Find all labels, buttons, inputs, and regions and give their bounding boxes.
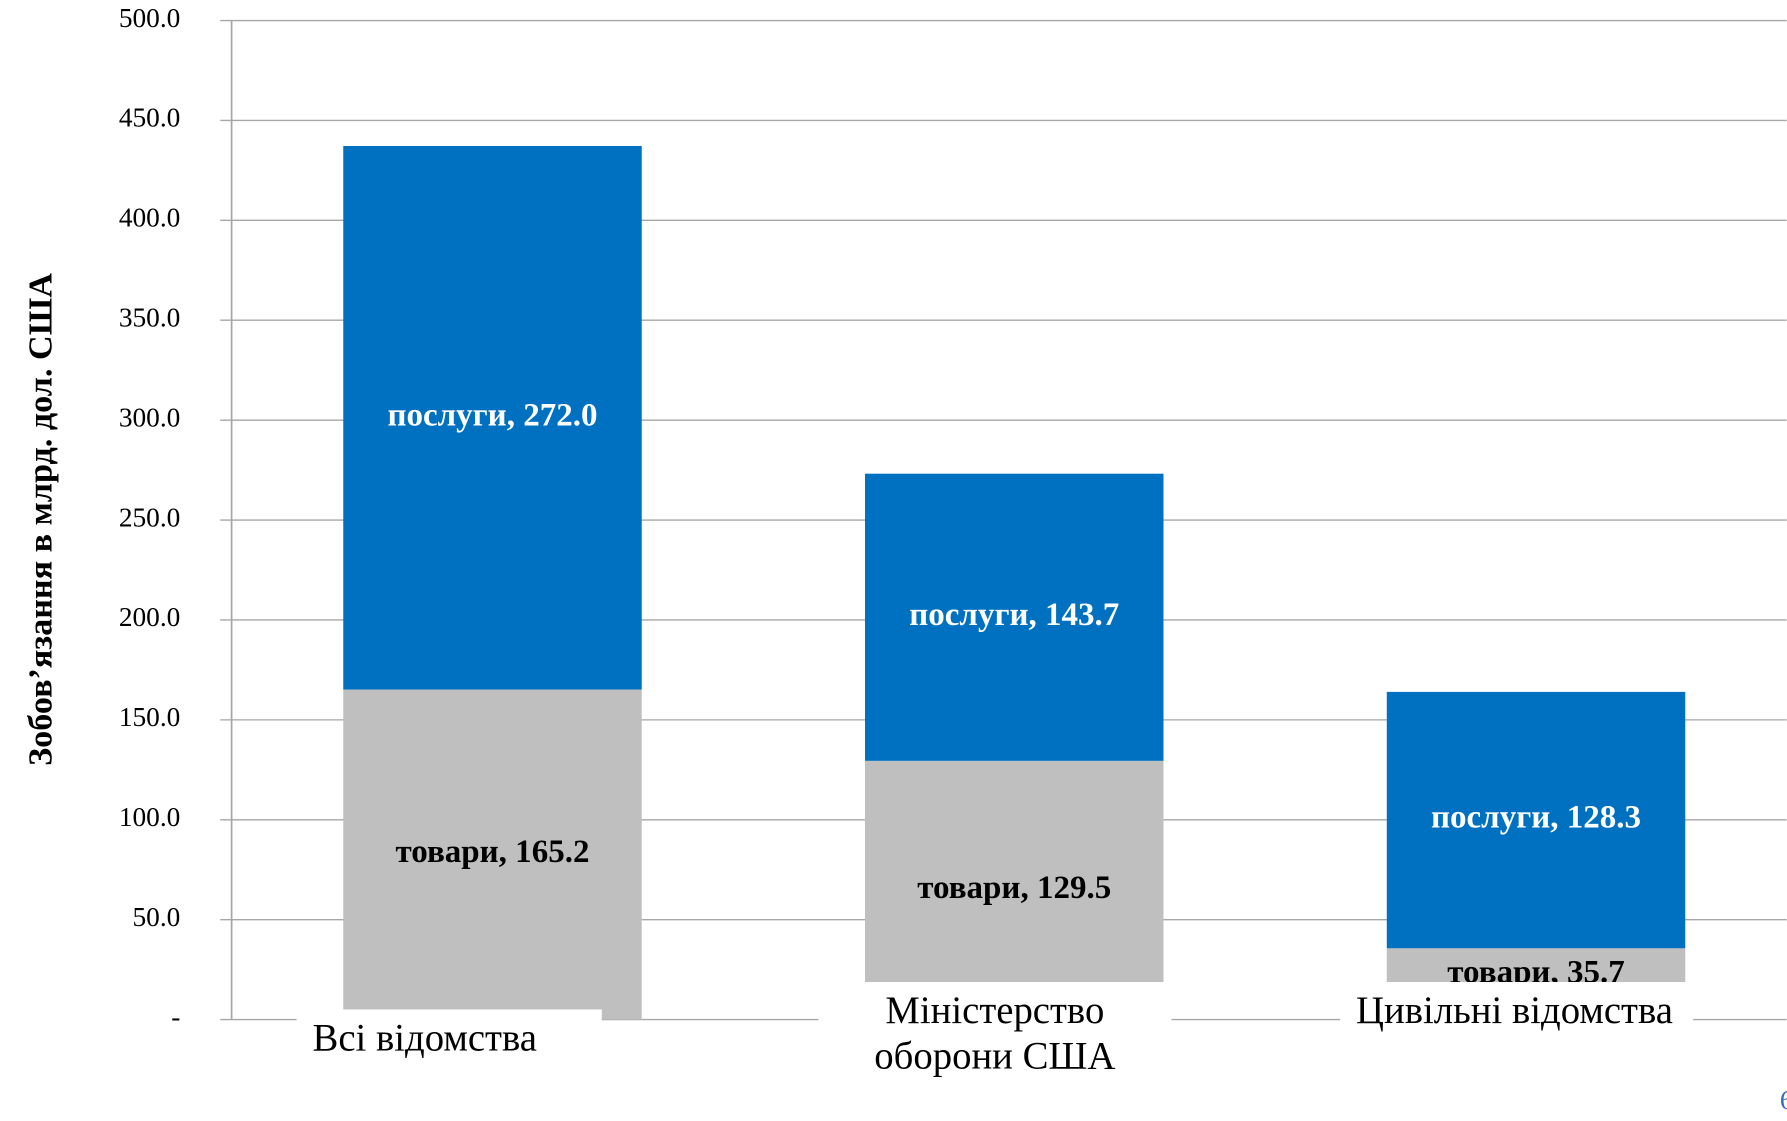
y-tick-label: 150.0 (119, 702, 180, 732)
y-tick-label: - (171, 1002, 180, 1032)
x-tick-label: Міністерство оборони США (818, 982, 1172, 1121)
page-number: 6 (1780, 1085, 1787, 1115)
y-tick-label: 350.0 (119, 303, 180, 333)
y-tick-label: 450.0 (119, 103, 180, 133)
y-tick-label: 300.0 (119, 402, 180, 432)
y-tick-label: 100.0 (119, 802, 180, 832)
data-label: послуги, 272.0 (387, 397, 597, 433)
data-label: послуги, 128.3 (1431, 800, 1641, 836)
x-tick-label-box: Всі відомства (296, 1009, 602, 1121)
y-tick-label: 200.0 (119, 602, 180, 632)
x-tick-label-box: Міністерство оборони США (818, 982, 1172, 1121)
y-tick-label: 250.0 (119, 502, 180, 532)
bar-segment (343, 145, 642, 690)
x-tick-label: Цивільні відомства (1340, 982, 1694, 1121)
bar-segment (865, 760, 1164, 1020)
bar-segment (865, 473, 1164, 761)
bar-segment (1386, 691, 1686, 949)
y-tick-label: 500.0 (119, 3, 180, 33)
data-label: послуги, 143.7 (909, 597, 1119, 633)
x-tick-label: Всі відомства (296, 1009, 602, 1121)
y-tick-label: 400.0 (119, 203, 180, 233)
bar-segment (343, 689, 642, 1020)
data-label: товари, 129.5 (917, 870, 1111, 906)
x-tick-label-box: Цивільні відомства (1340, 982, 1694, 1121)
data-label: товари, 165.2 (395, 834, 589, 870)
y-axis-label: Зобов’язання в млрд. дол. США (22, 273, 59, 766)
y-tick-label: 50.0 (133, 902, 181, 932)
